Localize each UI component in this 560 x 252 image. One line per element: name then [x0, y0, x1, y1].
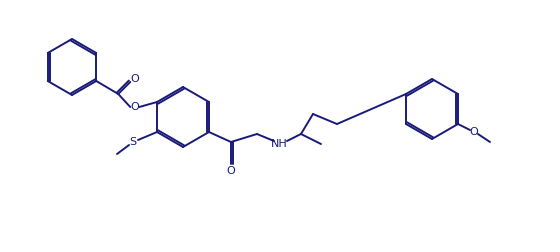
- Text: O: O: [131, 102, 139, 112]
- Text: O: O: [227, 166, 235, 176]
- Text: NH: NH: [270, 139, 287, 149]
- Text: S: S: [129, 137, 137, 147]
- Text: O: O: [131, 74, 139, 84]
- Text: O: O: [470, 127, 478, 137]
